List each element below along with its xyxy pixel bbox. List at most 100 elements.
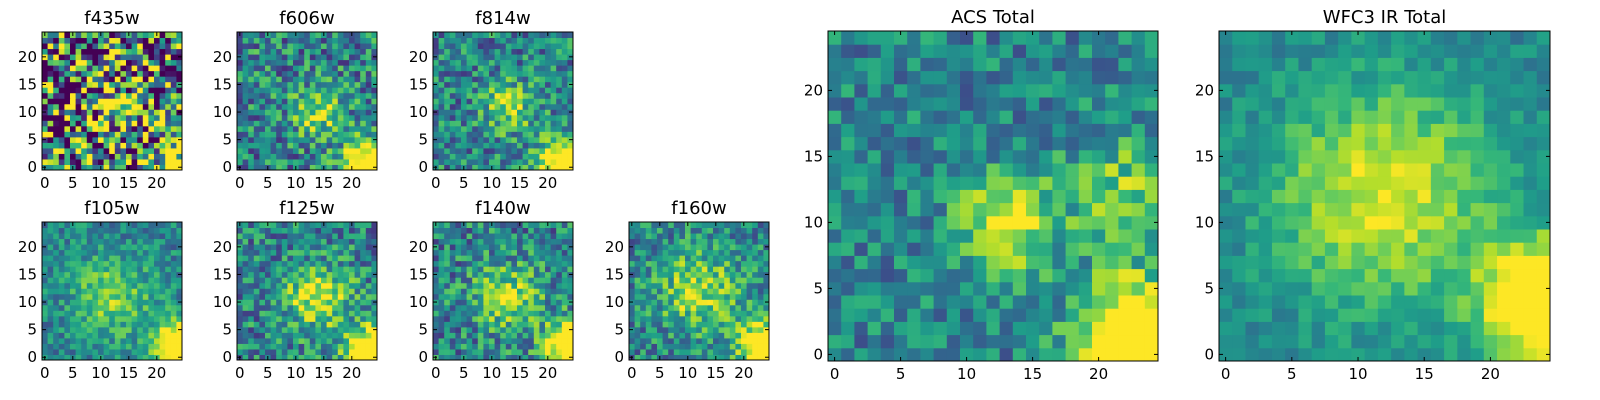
x-tick-label: 5 [459, 174, 469, 192]
heatmap-cell [47, 43, 54, 50]
heatmap-cell [131, 293, 138, 300]
heatmap-cell [47, 92, 54, 99]
heatmap-cell [433, 310, 440, 317]
heatmap-cell [58, 227, 65, 234]
heatmap-cell [53, 142, 60, 149]
heatmap-cell [545, 244, 552, 251]
heatmap-cell [131, 244, 138, 251]
heatmap-cell [472, 54, 479, 61]
heatmap-cell [550, 114, 557, 121]
heatmap-cell [634, 332, 641, 339]
heatmap-cell [321, 271, 328, 278]
heatmap-cell [841, 163, 855, 177]
heatmap-cell [438, 233, 445, 240]
heatmap-cell [455, 332, 462, 339]
heatmap-cell [533, 37, 540, 44]
heatmap-cell [75, 244, 82, 251]
heatmap-cell [242, 70, 249, 77]
heatmap-cell [148, 65, 155, 72]
heatmap-cell [505, 142, 512, 149]
heatmap-cell [455, 288, 462, 295]
heatmap-cell [326, 249, 333, 256]
x-tick-label: 0 [235, 174, 245, 192]
heatmap-cell [103, 131, 110, 138]
heatmap-cell [1012, 189, 1027, 204]
heatmap-cell [500, 59, 507, 66]
heatmap-cell [165, 147, 172, 154]
heatmap-cell [455, 326, 462, 333]
heatmap-cell [561, 227, 568, 234]
heatmap-cell [298, 54, 305, 61]
heatmap-cell [64, 153, 71, 160]
heatmap-cell [455, 37, 462, 44]
heatmap-cell [640, 282, 647, 289]
heatmap-cell [533, 109, 540, 116]
heatmap-cell [466, 114, 473, 121]
heatmap-cell [98, 249, 105, 256]
heatmap-cell [176, 332, 183, 339]
heatmap-cell [242, 109, 249, 116]
heatmap-cell [505, 37, 512, 44]
heatmap-cell [109, 109, 116, 116]
heatmap-cell [259, 255, 266, 262]
heatmap-cell [298, 244, 305, 251]
heatmap-cell [880, 242, 895, 256]
heatmap-cell [1065, 268, 1080, 283]
heatmap-cell [690, 266, 697, 273]
heatmap-cell [960, 308, 974, 322]
heatmap-cell [248, 304, 255, 311]
heatmap-cell [98, 114, 105, 121]
heatmap-cell [472, 326, 479, 333]
heatmap-cell [131, 282, 138, 289]
heatmap-cell [131, 43, 138, 50]
heatmap-cell [461, 304, 468, 311]
heatmap-cell [539, 158, 546, 165]
heatmap-cell [483, 282, 490, 289]
heatmap-cell [237, 249, 244, 256]
heatmap-cell [867, 281, 882, 296]
heatmap-cell [109, 337, 116, 344]
heatmap-cell [973, 268, 987, 283]
heatmap-cell [645, 337, 652, 344]
heatmap-cell [270, 348, 277, 355]
heatmap-cell [505, 238, 512, 245]
heatmap-cell [1118, 255, 1133, 270]
heatmap-cell [707, 255, 714, 262]
heatmap-cell [556, 244, 563, 251]
heatmap-cell [304, 337, 311, 344]
heatmap-cell [371, 222, 378, 229]
heatmap-cell [483, 227, 490, 234]
heatmap-cell [477, 238, 484, 245]
heatmap-cell [657, 343, 664, 350]
heatmap-cell [713, 304, 720, 311]
heatmap-cell [466, 43, 473, 50]
heatmap-cell [265, 76, 272, 83]
heatmap-cell [444, 120, 451, 127]
heatmap-cell [154, 271, 161, 278]
heatmap-cell [265, 332, 272, 339]
heatmap-cell [126, 37, 133, 44]
heatmap-cell [696, 260, 703, 267]
heatmap-cell [159, 131, 166, 138]
heatmap-cell [724, 293, 731, 300]
heatmap-cell [511, 233, 518, 240]
heatmap-cell [103, 70, 110, 77]
heatmap-cell [718, 266, 725, 273]
heatmap-cell [701, 227, 708, 234]
heatmap-cell [120, 288, 127, 295]
heatmap-cell [651, 277, 658, 284]
heatmap-cell [483, 326, 490, 333]
heatmap-cell [75, 131, 82, 138]
heatmap-cell [999, 334, 1014, 349]
heatmap-cell [343, 98, 350, 105]
heatmap-cell [920, 242, 935, 256]
heatmap-cell [70, 277, 77, 284]
heatmap-cell [349, 103, 356, 110]
heatmap-cell [668, 238, 675, 245]
heatmap-cell [517, 249, 524, 256]
heatmap-cell [298, 158, 305, 165]
heatmap-cell [360, 304, 367, 311]
x-tick-label: 5 [263, 364, 273, 382]
heatmap-cell [567, 343, 574, 350]
heatmap-cell [337, 293, 344, 300]
